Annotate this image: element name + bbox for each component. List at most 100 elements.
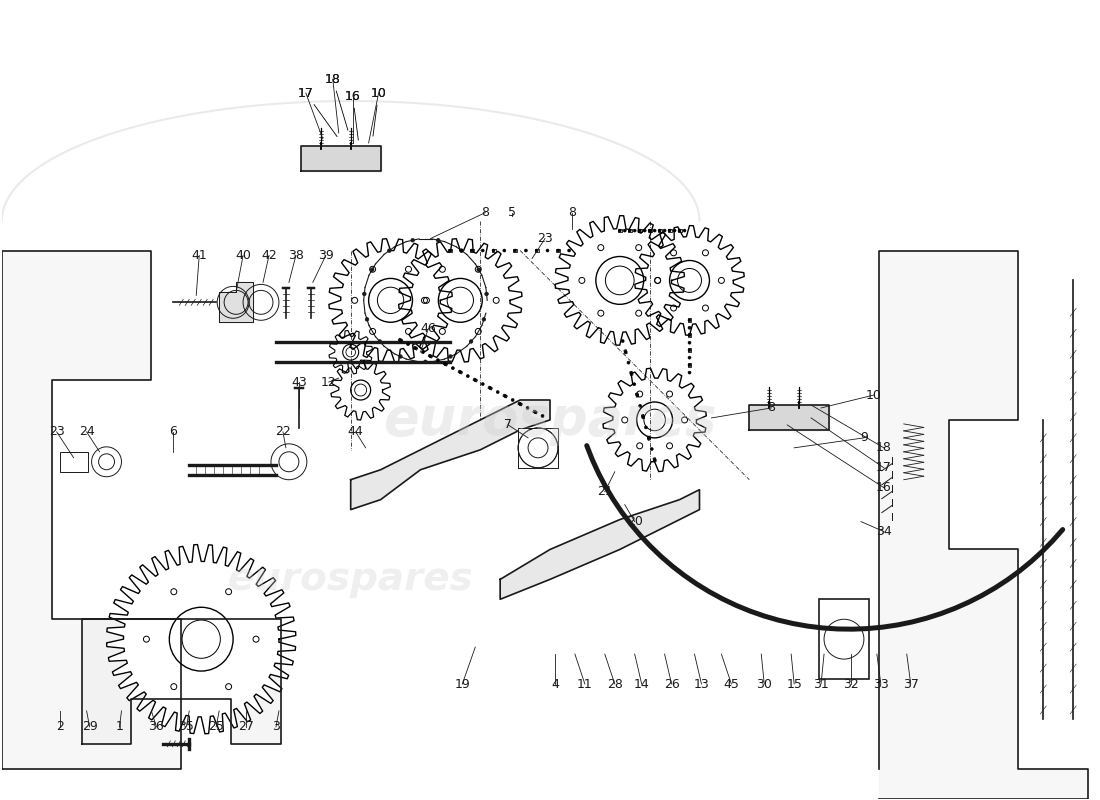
Circle shape (673, 229, 676, 232)
Circle shape (421, 350, 425, 354)
Bar (449, 250, 452, 252)
Circle shape (414, 346, 417, 350)
Text: 21: 21 (597, 485, 613, 498)
Bar (513, 250, 517, 252)
Circle shape (459, 370, 462, 374)
Bar (658, 230, 661, 232)
Circle shape (568, 249, 571, 252)
Circle shape (460, 249, 463, 253)
Circle shape (488, 386, 492, 390)
Bar (628, 230, 631, 232)
Circle shape (534, 410, 537, 414)
Bar (624, 350, 627, 354)
Circle shape (624, 229, 626, 232)
Text: 10: 10 (866, 389, 882, 402)
Text: 41: 41 (191, 249, 207, 262)
Circle shape (437, 358, 439, 362)
Circle shape (647, 437, 650, 440)
Text: 34: 34 (876, 525, 892, 538)
Text: 8: 8 (568, 206, 576, 219)
Circle shape (678, 229, 681, 232)
Circle shape (627, 361, 630, 364)
Text: 39: 39 (318, 249, 333, 262)
Polygon shape (2, 250, 182, 769)
Text: 24: 24 (79, 426, 95, 438)
Polygon shape (301, 146, 381, 170)
Bar (689, 318, 691, 322)
Circle shape (482, 318, 486, 321)
Circle shape (525, 249, 527, 252)
Text: 38: 38 (288, 249, 304, 262)
Text: 22: 22 (275, 426, 290, 438)
Bar (638, 230, 641, 232)
Bar (557, 250, 560, 252)
Text: eurospares: eurospares (383, 394, 717, 446)
Text: 12: 12 (321, 375, 337, 389)
Circle shape (407, 342, 409, 346)
Text: 3: 3 (272, 720, 279, 734)
Circle shape (688, 318, 691, 322)
Text: 16: 16 (344, 90, 361, 140)
Circle shape (512, 398, 514, 402)
Text: 45: 45 (724, 678, 739, 690)
Text: 10: 10 (371, 86, 386, 136)
Text: 14: 14 (634, 678, 650, 690)
Text: 20: 20 (627, 515, 642, 528)
Polygon shape (107, 545, 296, 734)
Text: 28: 28 (607, 678, 623, 690)
Circle shape (688, 349, 691, 352)
Circle shape (365, 318, 369, 321)
Circle shape (668, 229, 671, 232)
Text: 40: 40 (235, 249, 251, 262)
Circle shape (399, 338, 402, 342)
Polygon shape (500, 490, 700, 599)
Text: 26: 26 (663, 678, 680, 690)
Text: 18: 18 (324, 73, 348, 130)
Text: 33: 33 (873, 678, 889, 690)
Circle shape (536, 249, 538, 252)
Text: 31: 31 (813, 678, 829, 690)
Bar (473, 378, 477, 382)
Polygon shape (81, 619, 280, 744)
Bar (820, 599, 869, 679)
Circle shape (653, 458, 656, 462)
Circle shape (688, 364, 691, 366)
Circle shape (471, 249, 473, 252)
Circle shape (387, 249, 392, 253)
Text: 1: 1 (116, 720, 123, 734)
Text: 4: 4 (551, 678, 559, 690)
Text: 10: 10 (371, 86, 386, 99)
Text: 35: 35 (178, 720, 195, 734)
Text: 5: 5 (508, 206, 516, 219)
Polygon shape (749, 405, 829, 430)
Bar (518, 402, 522, 406)
Text: 17: 17 (298, 86, 314, 99)
Circle shape (645, 426, 648, 429)
Text: 42: 42 (261, 249, 277, 262)
Bar (618, 230, 621, 232)
Text: 16: 16 (344, 90, 361, 102)
Bar (535, 250, 539, 252)
Polygon shape (556, 216, 684, 345)
Circle shape (634, 229, 636, 232)
Bar (629, 371, 634, 376)
Text: 9: 9 (860, 431, 868, 444)
Text: 44: 44 (348, 426, 364, 438)
Bar (532, 410, 538, 414)
Circle shape (639, 404, 641, 407)
Text: 17: 17 (298, 86, 337, 137)
Circle shape (641, 415, 645, 418)
Circle shape (628, 229, 631, 232)
Bar (59, 452, 88, 472)
Circle shape (688, 326, 691, 330)
Circle shape (449, 354, 452, 358)
Circle shape (504, 394, 507, 398)
Circle shape (541, 414, 544, 418)
Circle shape (460, 249, 463, 252)
Circle shape (618, 229, 621, 232)
Circle shape (424, 360, 427, 363)
Bar (689, 348, 691, 352)
Circle shape (444, 362, 447, 366)
Text: 11: 11 (578, 678, 593, 690)
Circle shape (474, 378, 476, 382)
